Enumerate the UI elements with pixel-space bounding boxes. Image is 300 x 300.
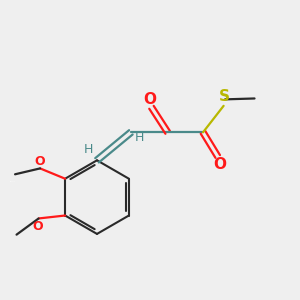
Text: O: O xyxy=(214,157,226,172)
Text: H: H xyxy=(135,131,144,144)
Text: O: O xyxy=(33,220,43,233)
Text: O: O xyxy=(143,92,156,107)
Text: S: S xyxy=(219,89,230,104)
Text: methoxy: methoxy xyxy=(10,181,16,182)
Text: O: O xyxy=(34,154,45,167)
Text: H: H xyxy=(84,142,93,156)
